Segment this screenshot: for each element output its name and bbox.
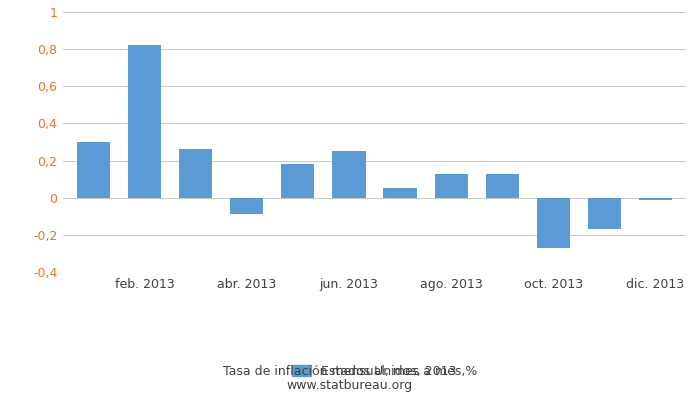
Bar bbox=[179, 150, 212, 198]
Bar bbox=[77, 142, 110, 198]
Legend: Estados Unidos, 2013: Estados Unidos, 2013 bbox=[288, 360, 461, 383]
Text: Tasa de inflación mensual, mes a mes,%: Tasa de inflación mensual, mes a mes,% bbox=[223, 366, 477, 378]
Bar bbox=[281, 164, 314, 198]
Bar bbox=[486, 174, 519, 198]
Bar bbox=[128, 46, 161, 198]
Bar bbox=[588, 198, 621, 229]
Bar bbox=[435, 174, 468, 198]
Bar bbox=[537, 198, 570, 248]
Bar bbox=[230, 198, 263, 214]
Bar bbox=[332, 151, 365, 198]
Text: www.statbureau.org: www.statbureau.org bbox=[287, 380, 413, 392]
Bar bbox=[384, 188, 416, 198]
Bar bbox=[639, 198, 672, 200]
